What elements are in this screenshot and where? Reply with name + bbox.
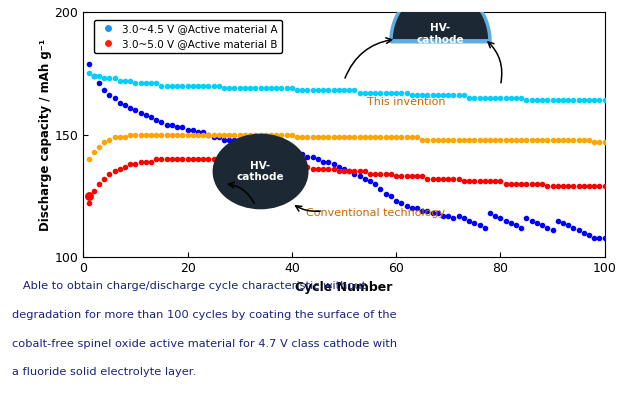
Text: cobalt-free spinel oxide active material for 4.7 V class cathode with: cobalt-free spinel oxide active material… (12, 339, 397, 349)
Y-axis label: Discharge capacity / mAh g⁻¹: Discharge capacity / mAh g⁻¹ (39, 39, 52, 231)
X-axis label: Cycle Number: Cycle Number (296, 281, 392, 294)
Text: Conventional technology: Conventional technology (305, 208, 445, 218)
Text: a fluoride solid electrolyte layer.: a fluoride solid electrolyte layer. (12, 367, 196, 377)
Text: Able to obtain charge/discharge cycle characteristic without: Able to obtain charge/discharge cycle ch… (12, 281, 366, 291)
Text: This invention: This invention (367, 97, 446, 107)
Ellipse shape (213, 135, 307, 208)
Text: HV-
cathode: HV- cathode (237, 161, 284, 182)
Text: degradation for more than 100 cycles by coating the surface of the: degradation for more than 100 cycles by … (12, 310, 397, 320)
Text: HV-
cathode: HV- cathode (416, 23, 464, 45)
PathPatch shape (391, 0, 490, 41)
Legend: 3.0~4.5 V @Active material A, 3.0~5.0 V @Active material B: 3.0~4.5 V @Active material A, 3.0~5.0 V … (94, 20, 281, 53)
